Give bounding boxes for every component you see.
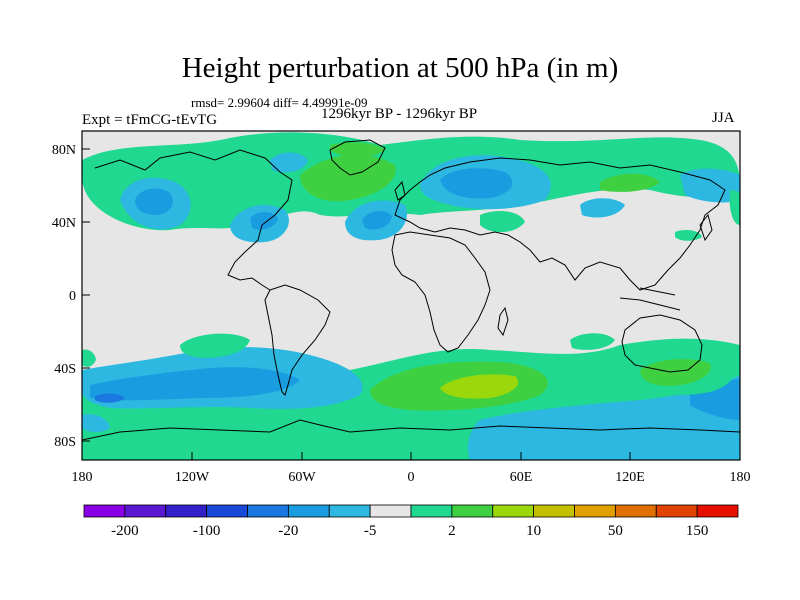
- contour-southern-ocean-low: [468, 375, 740, 460]
- coast-south-america: [264, 284, 331, 396]
- lon-label: 60W: [288, 470, 316, 485]
- period-text: 1296kyr BP - 1296kyr BP: [321, 106, 478, 122]
- colorbar-swatch: [410, 504, 453, 518]
- contour-southern-ocean-low-core: [690, 378, 740, 420]
- colorbar-label: -100: [193, 523, 221, 539]
- contour-far-east-blue: [680, 168, 740, 203]
- colorbar-swatch: [574, 504, 616, 518]
- colorbar-swatch: [451, 504, 494, 518]
- lon-labels: 180 120W 60W 0 60E 120E 180: [72, 470, 751, 485]
- coast-eurasia: [394, 157, 726, 291]
- contour-nw-coast-green: [82, 349, 96, 367]
- contour-greenland-green: [330, 142, 385, 158]
- coast-north-america: [94, 149, 293, 291]
- lat-label: 40S: [54, 362, 76, 377]
- colorbar-swatch: [614, 504, 657, 518]
- colorbar-label: 10: [526, 523, 541, 539]
- axis-ticks: [81, 148, 741, 460]
- experiment-text: Expt = tFmCG-tEvTG: [82, 112, 218, 128]
- contour-indian-green: [570, 333, 615, 350]
- contour-eurasia-green: [600, 173, 660, 192]
- contour-ne-pacific-low-core: [135, 188, 173, 215]
- lon-label: 60E: [510, 470, 533, 485]
- coast-greenland: [329, 139, 386, 176]
- coast-madagascar: [497, 306, 509, 337]
- coastlines: [82, 139, 740, 441]
- contour-south-pacific-low-core: [90, 367, 300, 401]
- contour-pacific-green-patch: [675, 229, 702, 241]
- coast-japan: [699, 213, 713, 242]
- lon-label: 180: [730, 470, 751, 485]
- lat-label: 40N: [52, 216, 76, 231]
- colorbar-swatch: [533, 504, 575, 518]
- coast-antarctica: [82, 419, 740, 441]
- contour-north-green-belt: [82, 132, 740, 231]
- contour-south-pacific-low-core2: [95, 393, 125, 403]
- contour-field: [82, 132, 740, 460]
- colorbar-swatch: [124, 504, 167, 518]
- contour-ne-asia-green: [729, 190, 740, 225]
- colorbar-swatch: [165, 504, 208, 518]
- season-text: JJA: [712, 110, 735, 126]
- colorbar-swatch: [492, 504, 535, 518]
- contour-na-low-core: [250, 212, 278, 230]
- colorbar-swatch: [369, 504, 412, 518]
- lat-label: 80S: [54, 435, 76, 450]
- contour-med-green: [480, 210, 525, 233]
- colorbar-labels: -200 -100 -20 -5 2 10 50 150: [111, 523, 708, 539]
- colorbar-swatch: [287, 504, 330, 518]
- contour-arctic-low: [270, 152, 308, 173]
- colorbar-label: 150: [686, 523, 709, 539]
- colorbar-label: -5: [364, 523, 377, 539]
- colorbar-swatch: [328, 504, 371, 518]
- colorbar-swatch: [83, 504, 126, 518]
- contour-siberian-low-core: [440, 168, 513, 199]
- lat-label: 80N: [52, 143, 76, 158]
- colorbar-label: -200: [111, 523, 139, 539]
- lat-labels: 80N 40N 0 40S 80S: [52, 143, 76, 450]
- lon-label: 180: [72, 470, 93, 485]
- contour-asia-blue: [580, 198, 625, 218]
- lon-label: 120W: [175, 470, 210, 485]
- lon-label: 120E: [615, 470, 645, 485]
- colorbar-label: 2: [448, 523, 456, 539]
- coast-africa: [391, 231, 491, 353]
- stats-text: rmsd= 2.99604 diff= 4.49991e-09: [191, 95, 368, 110]
- coast-uk: [394, 180, 406, 201]
- lat-label: 0: [69, 289, 76, 304]
- contour-se-pacific-green: [180, 333, 250, 358]
- colorbar-swatch: [655, 504, 698, 518]
- contour-sw-pacific-blue: [82, 414, 110, 433]
- contour-south-atl-high-core: [440, 374, 519, 399]
- colorbar-swatch: [696, 504, 739, 518]
- plot-title: Height perturbation at 500 hPa (in m): [181, 52, 619, 84]
- colorbar: [83, 504, 739, 518]
- coast-australia: [621, 314, 703, 373]
- lon-label: 0: [408, 470, 415, 485]
- colorbar-label: 50: [608, 523, 623, 539]
- coast-indonesia: [619, 287, 681, 311]
- contour-natl-low-core: [362, 211, 392, 230]
- colorbar-swatch: [206, 504, 248, 518]
- colorbar-label: -20: [278, 523, 298, 539]
- colorbar-swatch: [247, 504, 289, 518]
